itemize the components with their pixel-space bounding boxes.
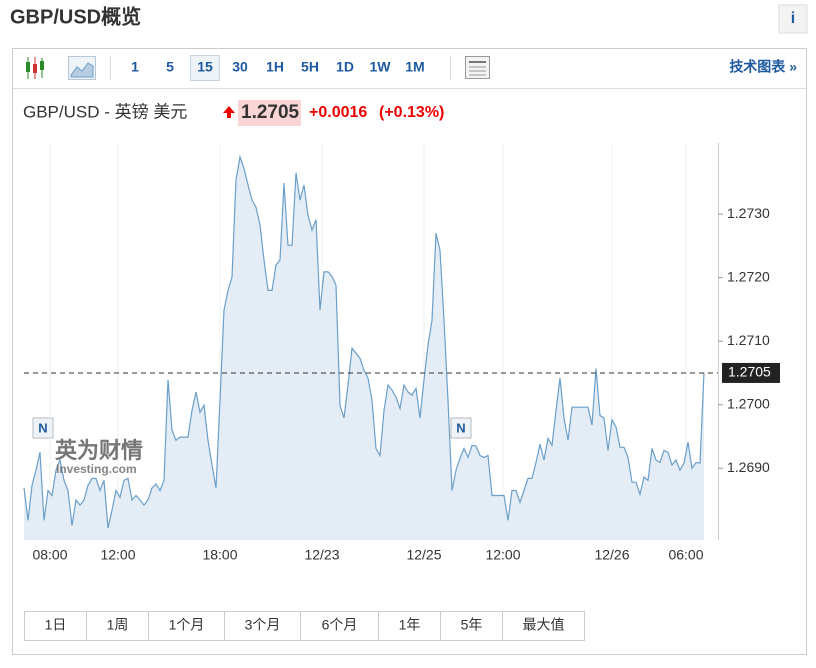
range-button[interactable] [24, 611, 87, 641]
price: 1.2705 [241, 102, 300, 123]
news-marker-label: N [38, 420, 47, 435]
x-tick-label: 12:00 [485, 547, 520, 563]
area [24, 157, 704, 540]
range-button[interactable] [300, 611, 379, 641]
change: +0.0016 [309, 104, 367, 121]
range-label: 5年 [461, 617, 483, 633]
range-button[interactable] [224, 611, 301, 641]
candle-icon[interactable] [26, 57, 44, 79]
last-price-label: 1.2705 [728, 364, 771, 380]
x-tick-label: 12/25 [406, 547, 441, 563]
range-label: 1个月 [169, 617, 205, 633]
table-icon[interactable] [465, 56, 490, 79]
interval-button[interactable]: 1D [336, 59, 354, 75]
panel [12, 48, 807, 655]
last-price-box [722, 362, 780, 383]
watermark-brand: 英为财情 [55, 438, 143, 463]
range-button[interactable] [378, 611, 441, 641]
interval-button[interactable]: 5 [166, 59, 174, 75]
interval-button[interactable]: 1W [370, 59, 392, 75]
x-tick-label: 12:00 [100, 547, 135, 563]
area-icon[interactable] [68, 56, 96, 80]
news-marker[interactable] [450, 417, 472, 439]
range-label: 3个月 [245, 617, 281, 633]
y-tick-label: 1.2710 [727, 332, 770, 348]
instrument-name: GBP/USD - 英镑 美元 [23, 102, 187, 121]
price-highlight [238, 100, 301, 126]
page-title: GBP/USD概览 [10, 4, 141, 28]
range-label: 最大值 [523, 617, 565, 633]
x-tick-label: 18:00 [202, 547, 237, 563]
info-icon: i [791, 10, 795, 27]
y-tick-label: 1.2700 [727, 395, 770, 411]
price-line [23, 154, 705, 529]
news-marker-label: N [456, 420, 465, 435]
range-button[interactable] [86, 611, 149, 641]
range-button[interactable] [440, 611, 503, 641]
range-label: 6个月 [322, 617, 358, 633]
interval-button[interactable]: 1 [131, 59, 139, 75]
interval-button[interactable]: 1M [405, 59, 424, 75]
x-tick-label: 12/23 [304, 547, 339, 563]
range-label: 1年 [399, 617, 421, 633]
up-arrow [223, 106, 235, 118]
y-tick-label: 1.2730 [727, 205, 770, 221]
y-tick-label: 1.2720 [727, 268, 770, 284]
watermark-site: Investing.com [56, 462, 137, 476]
x-tick-label: 06:00 [668, 547, 703, 563]
interval-button[interactable]: 15 [197, 59, 213, 75]
range-label: 1日 [45, 617, 67, 633]
range-label: 1周 [107, 617, 129, 633]
range-button[interactable] [502, 611, 585, 641]
active-button[interactable] [190, 55, 220, 81]
change-percent: (+0.13%) [379, 104, 444, 121]
x-tick-label: 08:00 [32, 547, 67, 563]
range-button[interactable] [148, 611, 225, 641]
technical-chart-link[interactable]: 技术图表 » [729, 59, 797, 75]
y-tick-label: 1.2690 [727, 459, 770, 475]
interval-button[interactable]: 1H [266, 59, 284, 75]
news-marker[interactable] [32, 417, 54, 439]
x-tick-label: 12/26 [594, 547, 629, 563]
info-button[interactable] [778, 4, 808, 34]
plot: 08:00 12:00 18:00 12/23 12/25 12:00 12/26 06:00… [23, 143, 780, 563]
interval-button[interactable]: 30 [232, 59, 248, 75]
interval-button[interactable]: 5H [301, 59, 319, 75]
